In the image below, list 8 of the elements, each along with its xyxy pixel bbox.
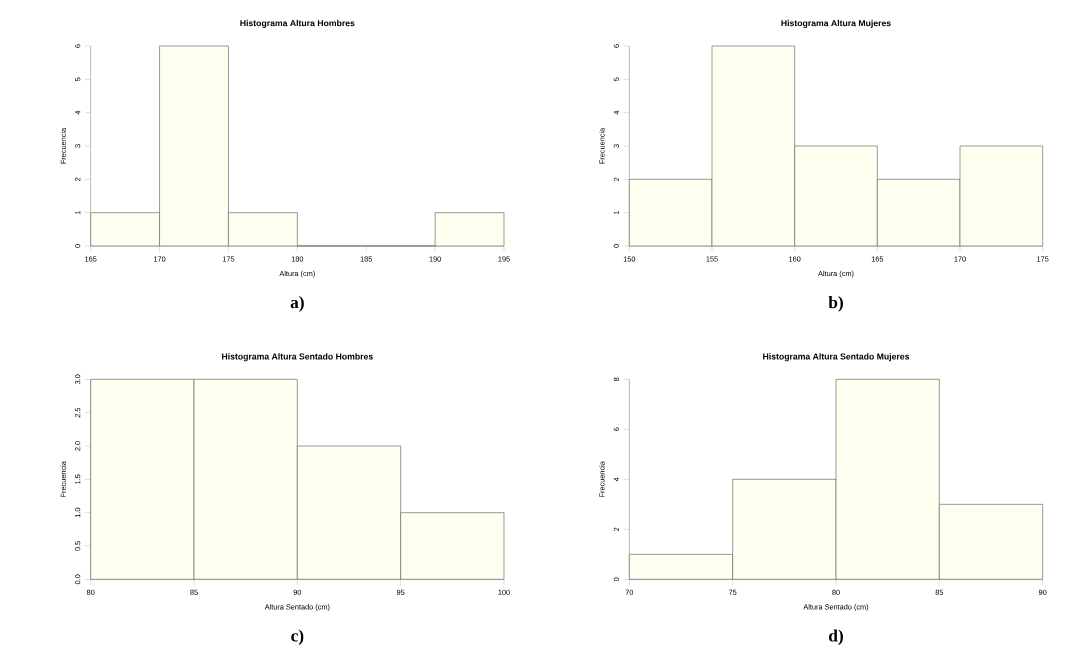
text: a): [290, 296, 304, 312]
chart-title: Histograma Altura Sentado Hombres: [222, 353, 373, 362]
text: b): [828, 296, 843, 312]
chart-title: Histograma Altura Hombres: [240, 19, 355, 28]
text: d): [829, 629, 843, 646]
text: c): [291, 629, 304, 646]
chart-title: Histograma Altura Sentado Mujeres: [763, 353, 910, 362]
chart-title: Histograma Altura Mujeres: [781, 19, 891, 28]
